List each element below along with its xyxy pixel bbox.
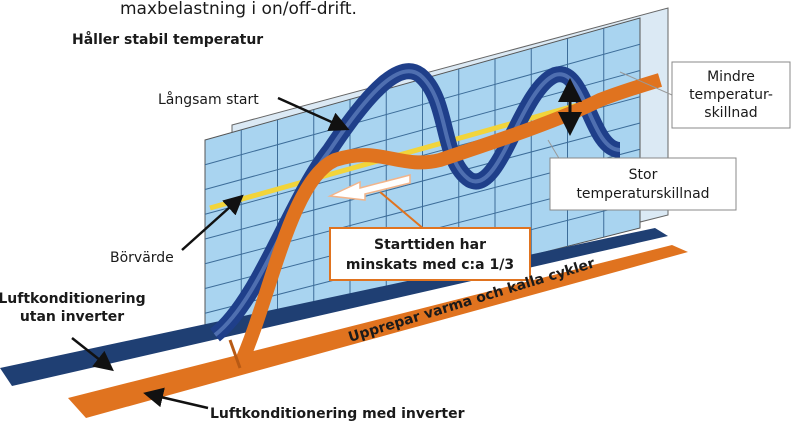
title: Håller stabil temperatur (72, 31, 263, 48)
label-line: Luftkonditionering (0, 291, 146, 307)
label-line: temperatur- (689, 87, 773, 103)
label-line: skillnad (704, 105, 757, 121)
label: Luftkonditionering med inverter (210, 406, 465, 422)
label-line: Stor (629, 167, 658, 183)
large-diff-box (550, 158, 736, 210)
page: {"header": {"clipped_text": "maxbelastni… (0, 0, 794, 430)
label-line: Starttiden har (374, 237, 486, 253)
clipped-text: maxbelastning i on/off-drift. (120, 0, 357, 19)
label-line: temperaturskillnad (576, 186, 709, 202)
pointer (148, 394, 208, 408)
label-line: utan inverter (20, 309, 124, 325)
label-line: minskats med c:a 1/3 (346, 257, 514, 273)
label-line: Mindre (707, 69, 755, 85)
label: Börvärde (110, 250, 174, 266)
label: Långsam start (158, 91, 259, 108)
diagram: maxbelastning i on/off-drift. Håller sta… (0, 0, 794, 430)
